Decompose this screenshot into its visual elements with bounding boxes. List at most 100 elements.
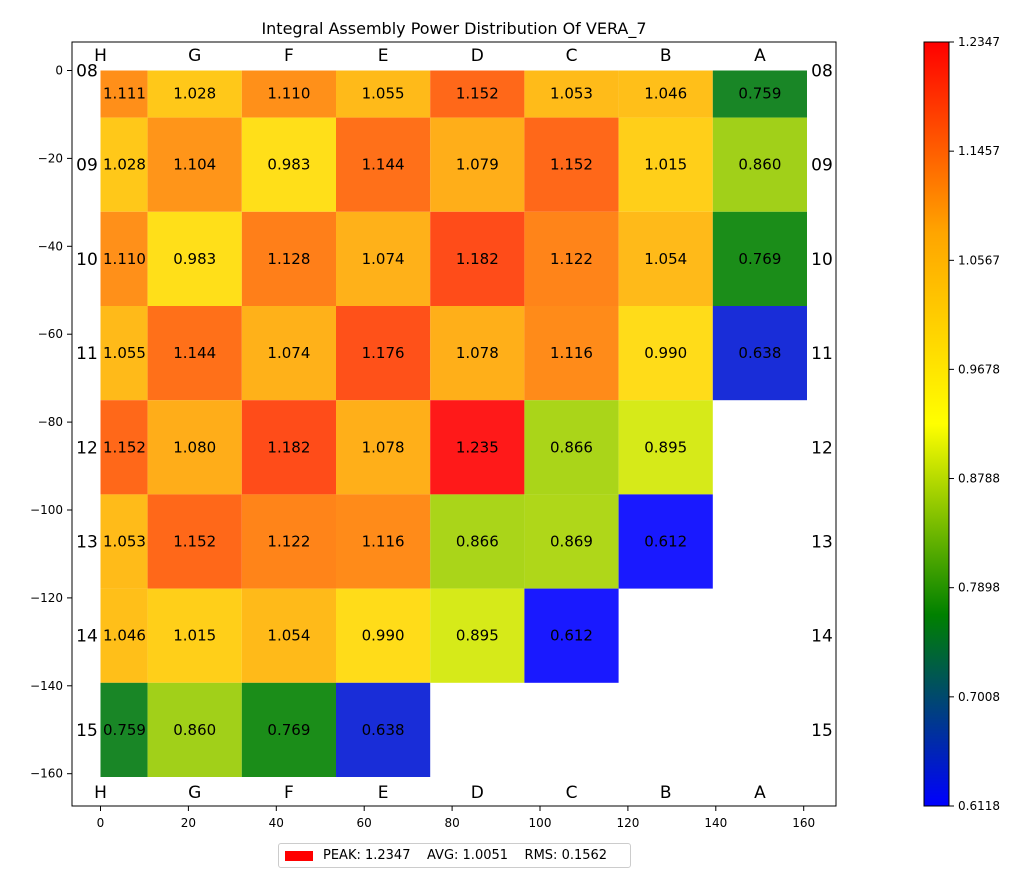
heatmap-cell (241, 306, 336, 401)
y-tick-label: −20 (38, 151, 63, 165)
colorbar-tick-label: 1.0567 (958, 253, 1000, 267)
heatmap-cell (712, 306, 807, 401)
cell-value-label: 1.144 (173, 344, 216, 362)
heatmap-cell (524, 306, 619, 401)
column-label-top: H (94, 46, 107, 66)
heatmap-cell (430, 211, 525, 306)
x-tick-label: 60 (357, 816, 372, 830)
cell-value-label: 1.079 (456, 156, 499, 174)
cell-value-label: 1.116 (550, 344, 593, 362)
heatmap-cell (147, 70, 242, 118)
cell-value-label: 1.144 (362, 156, 405, 174)
heatmap-cell (618, 494, 713, 589)
cell-value-label: 0.759 (103, 721, 146, 739)
cell-value-label: 0.612 (644, 533, 687, 551)
heatmap-value-labels: 1.111 1.028 1.110 1.055 1.152 1.053 1.046 0.759… (103, 85, 781, 739)
cell-value-label: 1.015 (173, 627, 216, 645)
heatmap-cell (147, 400, 242, 495)
cell-value-label: 1.054 (644, 250, 687, 268)
cell-value-label: 0.869 (550, 533, 593, 551)
cell-value-label: 0.759 (738, 85, 781, 103)
cell-value-label: 1.046 (644, 85, 687, 103)
heatmap-cell (618, 400, 713, 495)
y-tick-label: 0 (55, 64, 63, 78)
row-label-left: 10 (76, 250, 98, 270)
heatmap-cell (618, 70, 713, 118)
cell-value-label: 1.122 (550, 250, 593, 268)
cell-value-label: 1.110 (103, 250, 146, 268)
cell-value-label: 0.638 (362, 721, 405, 739)
column-label-top: F (284, 46, 294, 66)
cell-value-label: 0.983 (173, 250, 216, 268)
heatmap-cell (430, 70, 525, 118)
column-label-top: E (378, 46, 389, 66)
chart-title: Integral Assembly Power Distribution Of … (261, 19, 646, 39)
stats-legend: PEAK: 1.2347 AVG: 1.0051 RMS: 0.1562 (278, 843, 631, 868)
assembly-edge-labels: H H G G F F E E D D C C B B A A 08 08 09 09 10 10 11 11 12 12 13 13… (76, 46, 833, 803)
column-label-top: D (471, 46, 484, 66)
heatmap-cell (618, 306, 713, 401)
heatmap-cell (241, 117, 336, 212)
cell-value-label: 1.152 (456, 85, 499, 103)
heatmap-cell (241, 494, 336, 589)
heatmap-cell (147, 306, 242, 401)
cell-value-label: 0.860 (738, 156, 781, 174)
x-tick-label: 80 (444, 816, 459, 830)
heatmap-cell (712, 70, 807, 118)
column-label-bottom: C (566, 783, 578, 803)
heatmap-cells (100, 70, 807, 777)
column-label-top: B (660, 46, 672, 66)
heatmap-cell (524, 588, 619, 683)
column-label-top: A (754, 46, 766, 66)
cell-value-label: 1.055 (362, 85, 405, 103)
heatmap-cell (524, 70, 619, 118)
cell-value-label: 1.053 (103, 533, 146, 551)
row-label-right: 14 (811, 627, 833, 647)
column-label-bottom: H (94, 783, 107, 803)
cell-value-label: 0.983 (267, 156, 310, 174)
x-tick-label: 20 (181, 816, 196, 830)
x-tick-label: 100 (529, 816, 552, 830)
row-label-left: 13 (76, 533, 98, 553)
heatmap-cell (147, 211, 242, 306)
row-label-left: 09 (76, 156, 98, 176)
heatmap-cell (336, 117, 431, 212)
column-label-top: G (188, 46, 201, 66)
cell-value-label: 1.015 (644, 156, 687, 174)
cell-value-label: 1.028 (103, 156, 146, 174)
heatmap-cell (241, 400, 336, 495)
heatmap-cell (430, 588, 525, 683)
colorbar (923, 41, 950, 807)
column-label-bottom: G (188, 783, 201, 803)
cell-value-label: 1.074 (362, 250, 405, 268)
cell-value-label: 1.074 (267, 344, 310, 362)
y-tick-label: −60 (38, 327, 63, 341)
cell-value-label: 1.080 (173, 438, 216, 456)
heatmap-cell (524, 117, 619, 212)
legend-swatch (285, 850, 313, 861)
cell-value-label: 1.078 (362, 438, 405, 456)
cell-value-label: 1.152 (103, 438, 146, 456)
row-label-right: 12 (811, 438, 833, 458)
heatmap-cell (147, 588, 242, 683)
row-label-right: 10 (811, 250, 833, 270)
x-axis: 0 20 40 60 80 100 120 140 160 (97, 806, 815, 830)
heatmap-cell (241, 70, 336, 118)
cell-value-label: 0.895 (456, 627, 499, 645)
heatmap-cell (524, 400, 619, 495)
heatmap-cell (336, 211, 431, 306)
heatmap-cell (712, 211, 807, 306)
cell-value-label: 1.054 (267, 627, 310, 645)
cell-value-label: 0.990 (362, 627, 405, 645)
cell-value-label: 1.182 (456, 250, 499, 268)
x-tick-label: 140 (704, 816, 727, 830)
cell-value-label: 1.152 (173, 533, 216, 551)
colorbar-tick-label: 1.2347 (958, 35, 1000, 49)
heatmap-cell (147, 682, 242, 777)
plot-frame (71, 41, 837, 807)
colorbar-tick-label: 0.6118 (958, 799, 1000, 813)
heatmap-cell (712, 117, 807, 212)
cell-value-label: 0.866 (550, 438, 593, 456)
colorbar-ticks: 0.6118 0.7008 0.7898 0.8788 0.9678 1.0567 1.14… (949, 35, 1000, 813)
